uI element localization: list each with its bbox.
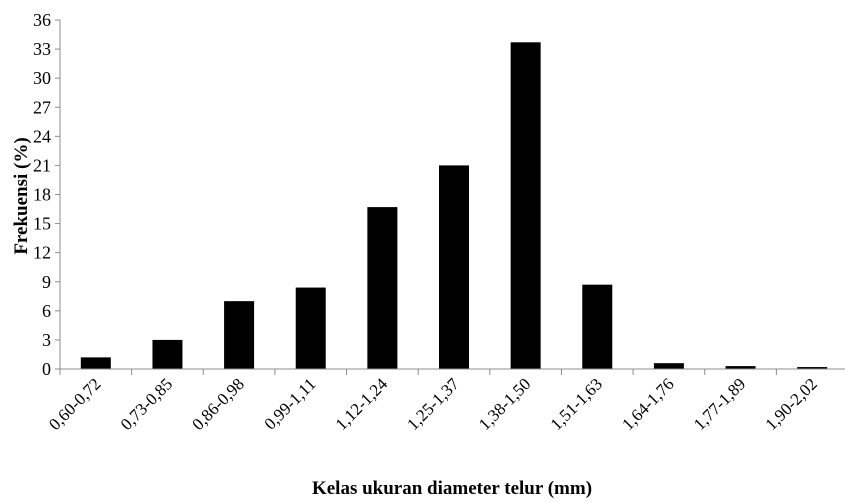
x-tick-label: 1,51-1,63 [547,374,607,434]
bar [797,367,828,369]
x-axis-ticks: 0,60-0,72 0,73-0,85 0,86-0,98 0,99-1,11 1,12… [45,369,821,434]
y-tick-label: 36 [33,10,51,30]
x-tick-label: 0,73-0,85 [117,374,177,434]
y-tick-label: 30 [33,68,51,88]
y-tick-label: 27 [33,97,51,117]
bar [295,287,326,369]
y-tick-label: 21 [33,155,51,175]
x-tick-label: 1,38-1,50 [475,374,535,434]
x-tick-label: 0,60-0,72 [45,374,105,434]
bar [510,42,541,370]
y-tick-label: 3 [42,330,51,350]
bar [152,339,183,369]
y-tick-label: 9 [42,272,51,292]
y-tick-label: 6 [42,301,51,321]
bar [582,284,613,369]
bar [439,165,469,369]
bar [367,207,398,369]
bar [80,357,111,369]
y-axis-title: Frekuensi (%) [11,137,32,254]
bar [725,366,756,369]
x-tick-label: 1,90-2,02 [761,374,821,434]
x-tick-label: 0,99-1,11 [260,374,319,433]
y-tick-label: 12 [33,243,51,263]
bar [224,301,255,369]
x-tick-label: 0,86-0,98 [188,374,248,434]
bar [653,363,684,369]
x-tick-label: 1,64-1,76 [618,374,678,434]
x-tick-label: 1,77-1,89 [690,374,750,434]
y-tick-label: 0 [42,359,51,379]
bars [80,42,828,370]
y-tick-label: 24 [33,126,51,146]
x-tick-label: 1,12-1,24 [332,374,392,434]
y-tick-label: 18 [33,185,51,205]
y-tick-label: 33 [33,39,51,59]
x-tick-label: 1,25-1,37 [403,374,463,434]
y-tick-label: 15 [33,214,51,234]
x-axis-title: Kelas ukuran diameter telur (mm) [312,478,592,499]
